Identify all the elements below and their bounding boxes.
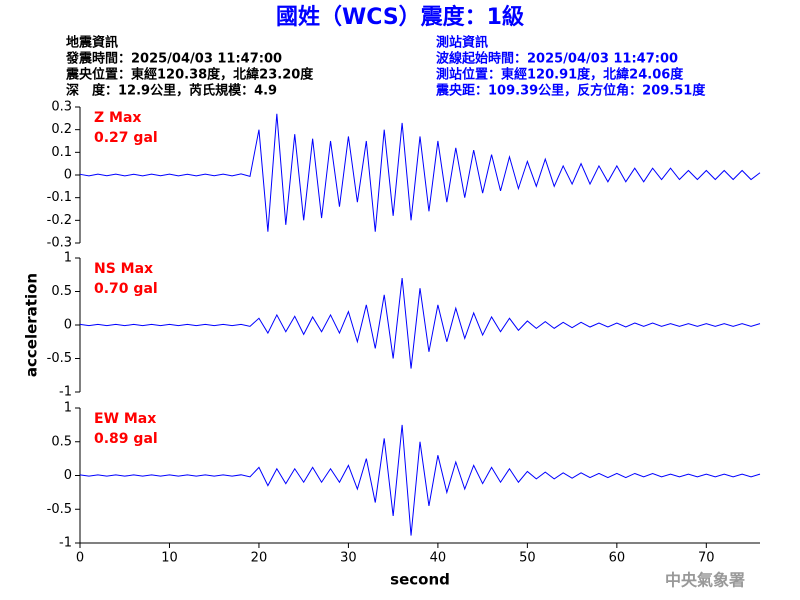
panel-max: 0.89 gal — [94, 431, 158, 447]
y-tick-label: 0.3 — [51, 100, 72, 115]
y-tick-label: -1 — [59, 385, 72, 400]
y-tick-label: 0.5 — [51, 284, 72, 299]
waveform — [79, 113, 761, 232]
y-tick-label: 0.5 — [51, 434, 72, 449]
info-line: 地震資訊 — [66, 35, 118, 51]
y-tick-label: 0 — [64, 468, 72, 483]
info-line: 深 度：12.9公里，芮氏規模：4.9 — [66, 83, 277, 99]
y-tick-label: 0 — [64, 318, 72, 333]
waveform — [79, 424, 761, 536]
y-tick-label: 0.2 — [51, 122, 72, 137]
panel-max: 0.27 gal — [94, 130, 158, 146]
panel-max: 0.70 gal — [94, 281, 158, 297]
info-line: 測站資訊 — [436, 35, 488, 51]
y-tick-label: -0.5 — [47, 351, 72, 366]
info-line: 測站位置：東經120.91度，北緯24.06度 — [436, 67, 684, 83]
y-tick-label: -1 — [59, 536, 72, 551]
y-tick-label: -0.3 — [47, 236, 72, 251]
y-tick-label: -0.1 — [47, 190, 72, 205]
info-line: 震央位置：東經120.38度，北緯23.20度 — [65, 67, 314, 83]
y-axis-label: acceleration — [23, 273, 41, 377]
x-tick-label: 20 — [251, 551, 268, 566]
x-tick-label: 0 — [76, 551, 84, 566]
chart-title: 國姓（WCS）震度：1級 — [276, 4, 524, 30]
y-tick-label: 0 — [64, 168, 72, 183]
x-tick-label: 30 — [340, 551, 357, 566]
info-line: 發震時間：2025/04/03 11:47:00 — [65, 51, 282, 67]
info-line: 震央距：109.39公里，反方位角：209.51度 — [435, 83, 706, 99]
x-tick-label: 40 — [430, 551, 447, 566]
panel-label: EW Max — [94, 411, 156, 427]
panel-label: NS Max — [94, 261, 153, 277]
panel-label: Z Max — [94, 110, 141, 126]
waveform — [79, 278, 761, 369]
footer: 中央氣象署 — [665, 571, 745, 590]
y-tick-label: -0.5 — [47, 502, 72, 517]
y-tick-label: -0.2 — [47, 213, 72, 228]
x-tick-label: 50 — [519, 551, 536, 566]
y-tick-label: 0.1 — [51, 145, 72, 160]
y-tick-label: 1 — [64, 251, 72, 266]
x-tick-label: 70 — [698, 551, 715, 566]
x-tick-label: 10 — [161, 551, 178, 566]
info-line: 波線起始時間：2025/04/03 11:47:00 — [436, 51, 678, 67]
x-axis-label: second — [390, 571, 450, 589]
y-tick-label: 1 — [64, 401, 72, 416]
x-tick-label: 60 — [609, 551, 626, 566]
